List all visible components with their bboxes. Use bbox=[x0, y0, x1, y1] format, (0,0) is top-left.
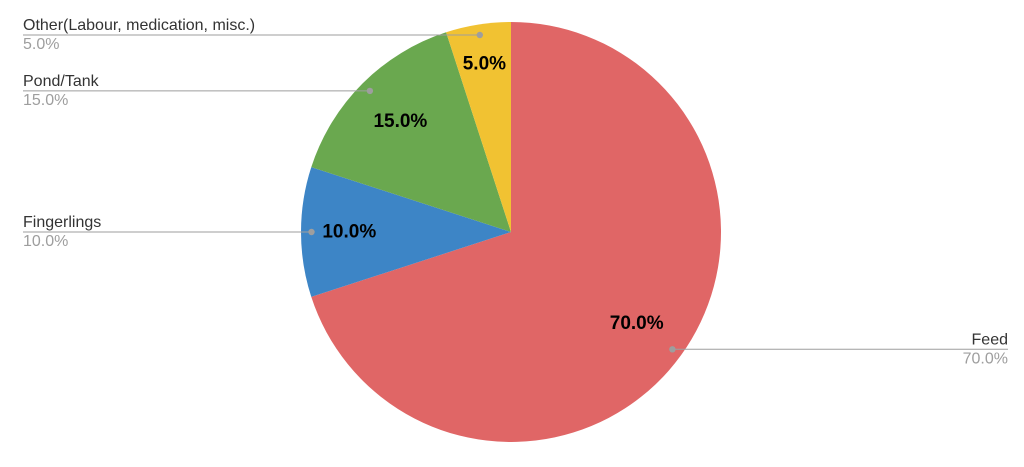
callout-label-fingerlings: Fingerlings bbox=[23, 214, 101, 231]
pie-slices bbox=[301, 22, 722, 442]
callout-percent-pond-tank: 15.0% bbox=[23, 92, 68, 109]
pie-slice-pond-tank[interactable] bbox=[311, 32, 511, 232]
leader-dot-feed bbox=[669, 346, 676, 353]
callout-percent-other-labour-medication-misc: 5.0% bbox=[23, 36, 59, 53]
slice-value-label-pond-tank: 15.0% bbox=[373, 111, 427, 132]
slice-value-label-other-labour-medication-misc: 5.0% bbox=[463, 54, 506, 75]
slice-value-label-feed: 70.0% bbox=[610, 313, 664, 334]
slice-value-label-fingerlings: 10.0% bbox=[322, 222, 376, 243]
leader-dot-other-labour-medication-misc bbox=[476, 31, 483, 39]
callout-percent-feed: 70.0% bbox=[963, 350, 1008, 367]
leader-dot-pond-tank bbox=[366, 87, 374, 95]
callout-label-pond-tank: Pond/Tank bbox=[23, 73, 100, 90]
leader-dot-fingerlings bbox=[308, 228, 315, 236]
callout-percent-fingerlings: 10.0% bbox=[23, 233, 68, 250]
pie-slice-feed[interactable] bbox=[311, 22, 722, 442]
pie-slice-fingerlings[interactable] bbox=[301, 167, 511, 297]
slice-value-labels: 70.0% 10.0% 15.0% 5.0% bbox=[322, 54, 663, 334]
callout-labels: Feed 70.0% Fingerlings 10.0% Pond/Tank 15.0% O… bbox=[23, 17, 1008, 367]
callout-label-other-labour-medication-misc: Other(Labour, medication, misc.) bbox=[23, 17, 255, 34]
callout-label-feed: Feed bbox=[972, 331, 1008, 348]
pie-slice-other-labour-medication-misc[interactable] bbox=[446, 22, 511, 232]
